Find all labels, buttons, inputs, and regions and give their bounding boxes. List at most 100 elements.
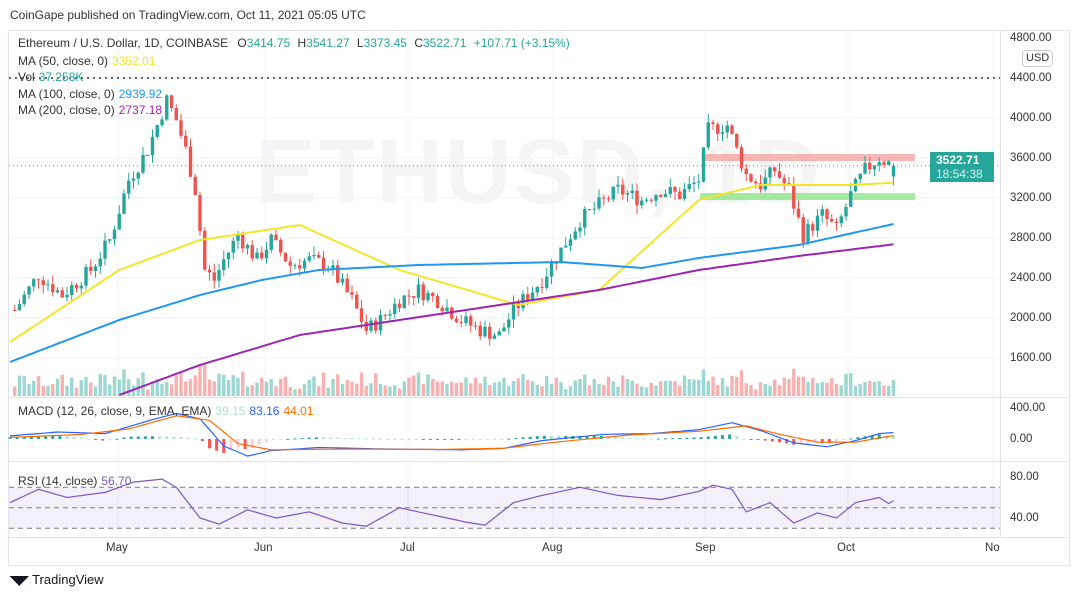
volume-bar	[891, 380, 896, 396]
volume-bar	[625, 379, 630, 396]
macd-histogram-bar	[200, 439, 204, 442]
volume-bar	[184, 381, 188, 396]
ma50-value: 3352.01	[112, 54, 156, 68]
macd-histogram-bar	[585, 435, 589, 439]
tradingview-logo[interactable]: ◥◤ TradingView	[10, 572, 104, 587]
candle	[511, 302, 516, 320]
macd-histogram-bar	[265, 439, 268, 442]
candle	[801, 217, 805, 243]
candle	[644, 199, 649, 201]
volume-bar	[22, 375, 26, 396]
ma200-value: 2737.18	[118, 103, 163, 117]
candle	[27, 286, 31, 295]
legend-ma100[interactable]: MA (100, close, 0) 2939.92	[18, 87, 162, 101]
candle	[331, 265, 335, 269]
macd-histogram-bar	[307, 437, 311, 439]
volume-bar	[758, 382, 763, 396]
candle	[293, 265, 297, 267]
macd-histogram-bar	[799, 439, 803, 444]
volume-bar	[630, 380, 634, 396]
macd-histogram-bar	[29, 436, 33, 439]
candle	[473, 325, 478, 327]
candle	[302, 260, 307, 269]
volume-bar	[388, 386, 392, 396]
candle	[597, 197, 601, 209]
candle	[440, 307, 444, 312]
price-tick: 4800.00	[1010, 32, 1052, 44]
candle	[93, 266, 98, 271]
volume-bar	[711, 376, 715, 396]
volume-bar	[155, 379, 159, 396]
candle	[60, 290, 64, 298]
macd-tick: 400.00	[1010, 402, 1046, 414]
legend-ma50[interactable]: MA (50, close, 0) 3352.01	[18, 54, 155, 68]
volume-bar	[46, 385, 50, 396]
candle	[17, 303, 22, 311]
volume-bar	[621, 375, 625, 396]
volume-bar	[65, 385, 69, 396]
macd-histogram-bar	[892, 435, 895, 439]
volume-bar	[725, 386, 729, 396]
macd-histogram-bar	[692, 437, 696, 439]
macd-histogram-bar	[778, 439, 781, 443]
candle	[70, 285, 74, 296]
candle	[763, 177, 767, 190]
volume-bar	[122, 369, 126, 396]
candle	[369, 320, 373, 331]
candle	[811, 224, 815, 231]
candle	[621, 184, 625, 195]
legend-macd[interactable]: MACD (12, 26, close, 9, EMA, EMA) 39.15 83…	[18, 404, 313, 418]
volume-bar	[668, 380, 672, 396]
volume-bar	[13, 386, 17, 396]
volume-bar	[169, 384, 174, 396]
candle	[792, 185, 796, 209]
volume-bar	[749, 384, 753, 396]
volume-bar	[402, 381, 406, 396]
volume-bar	[697, 379, 701, 396]
macd-histogram-bar	[514, 437, 518, 439]
legend-ma200[interactable]: MA (200, close, 0) 2737.18	[18, 103, 162, 117]
candle	[431, 292, 435, 296]
candle	[592, 208, 596, 210]
macd-histogram-bar	[58, 435, 62, 439]
macd-histogram-bar	[243, 439, 247, 450]
volume-bar	[450, 381, 454, 396]
candle	[264, 249, 269, 259]
macd-histogram-bar	[728, 434, 732, 439]
volume-bar	[93, 386, 98, 396]
rsi-line	[9, 478, 894, 527]
volume-bar	[89, 382, 93, 396]
volume-bar	[79, 380, 83, 396]
volume-bar	[70, 377, 74, 396]
candle	[84, 266, 88, 286]
candle	[649, 199, 653, 201]
candle	[131, 178, 136, 181]
candle	[169, 95, 174, 109]
candle	[611, 186, 615, 200]
macd-histogram-bar	[464, 439, 468, 440]
candle	[578, 227, 582, 232]
macd-histogram-bar	[564, 435, 568, 439]
macd-histogram-bar	[699, 437, 703, 439]
macd-histogram-bar	[279, 439, 283, 440]
legend-rsi[interactable]: RSI (14, close) 56.70	[18, 474, 131, 488]
volume-bar	[321, 372, 326, 396]
macd-histogram-bar	[856, 437, 860, 439]
volume-bar	[530, 381, 535, 396]
macd-histogram-bar	[329, 437, 333, 439]
currency-button[interactable]: USD	[1022, 50, 1054, 67]
candle	[112, 229, 117, 240]
candle	[806, 224, 810, 243]
legend-volume[interactable]: Vol 37.258K	[18, 70, 83, 84]
volume-bar	[853, 385, 858, 396]
volume-bar	[521, 374, 525, 396]
macd-histogram-bar	[250, 439, 254, 448]
candle	[863, 162, 867, 174]
macd-histogram-bar	[407, 438, 411, 440]
candle	[13, 310, 17, 311]
macd-histogram-bar	[151, 436, 154, 439]
candle	[777, 171, 782, 178]
macd-histogram-bar	[550, 435, 553, 439]
volume-bar	[374, 372, 378, 396]
